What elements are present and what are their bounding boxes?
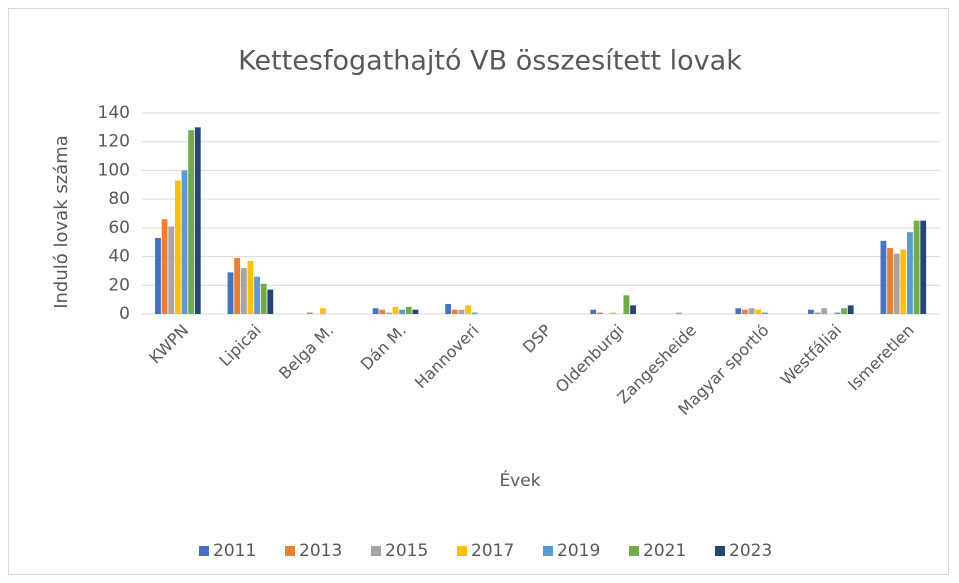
bar: [465, 305, 471, 314]
bar: [240, 268, 247, 314]
bar: [596, 312, 603, 314]
bar: [445, 303, 452, 314]
bar: [181, 170, 188, 314]
bar: [834, 312, 841, 314]
legend-swatch: [715, 546, 725, 556]
bar: [247, 260, 254, 314]
bar: [630, 305, 636, 314]
legend-label: 2023: [729, 541, 772, 561]
y-tick-label: 140: [98, 103, 130, 123]
bar: [761, 312, 768, 314]
bar: [880, 240, 887, 314]
bar: [161, 219, 168, 314]
legend-label: 2013: [299, 541, 342, 561]
bar: [306, 312, 313, 314]
legend-swatch: [285, 546, 295, 556]
y-tick-label: 100: [98, 160, 130, 180]
bar: [735, 308, 742, 314]
bar: [372, 308, 379, 314]
y-tick-label: 40: [108, 247, 130, 267]
bar: [254, 276, 260, 314]
legend-label: 2019: [557, 541, 600, 561]
bar: [227, 272, 234, 314]
bar: [451, 309, 458, 314]
bar: [821, 308, 828, 314]
bar: [847, 305, 854, 314]
legend-swatch: [543, 546, 553, 556]
bar: [900, 249, 907, 314]
legend-label: 2017: [471, 541, 514, 561]
bar: [841, 308, 847, 314]
legend-label: 2015: [385, 541, 428, 561]
bar: [814, 312, 821, 314]
bar: [267, 289, 274, 314]
bar: [379, 309, 386, 314]
legend-label: 2011: [213, 541, 256, 561]
legend-swatch: [371, 546, 381, 556]
legend-swatch: [457, 546, 467, 556]
y-tick-label: 0: [119, 304, 130, 324]
bar: [458, 309, 465, 314]
bar: [188, 130, 195, 314]
chart-border: [8, 8, 949, 575]
bar: [174, 180, 181, 314]
bar: [412, 309, 419, 314]
y-tick-label: 120: [98, 132, 130, 152]
bar: [590, 309, 597, 314]
bar: [913, 220, 920, 314]
bar: [385, 312, 392, 314]
bar: [920, 220, 927, 314]
bar: [907, 232, 913, 314]
bar: [610, 312, 617, 314]
bar: [755, 309, 762, 314]
bar: [155, 237, 161, 314]
chart-title: Kettesfogathajtó VB összesített lovak: [238, 46, 742, 77]
bar: [168, 226, 175, 314]
bar: [676, 312, 682, 314]
bar: [234, 258, 241, 314]
bar: [887, 247, 893, 314]
bar: [260, 283, 267, 314]
y-tick-label: 60: [108, 218, 130, 238]
y-tick-label: 20: [108, 275, 130, 295]
bar: [748, 308, 755, 314]
legend-label: 2021: [643, 541, 686, 561]
bar: [807, 309, 814, 314]
x-axis-label: Évek: [499, 469, 540, 491]
bar: [399, 309, 406, 314]
bar: [471, 312, 478, 314]
legend-swatch: [629, 546, 639, 556]
bar: [893, 253, 900, 314]
bar: [194, 127, 201, 314]
y-axis-label: Induló lovak száma: [51, 135, 72, 309]
y-tick-label: 80: [108, 189, 130, 209]
legend-swatch: [199, 546, 209, 556]
bar: [320, 308, 326, 314]
bar: [623, 295, 630, 314]
bar: [405, 306, 412, 314]
bar: [742, 309, 748, 314]
bar: [392, 306, 399, 314]
